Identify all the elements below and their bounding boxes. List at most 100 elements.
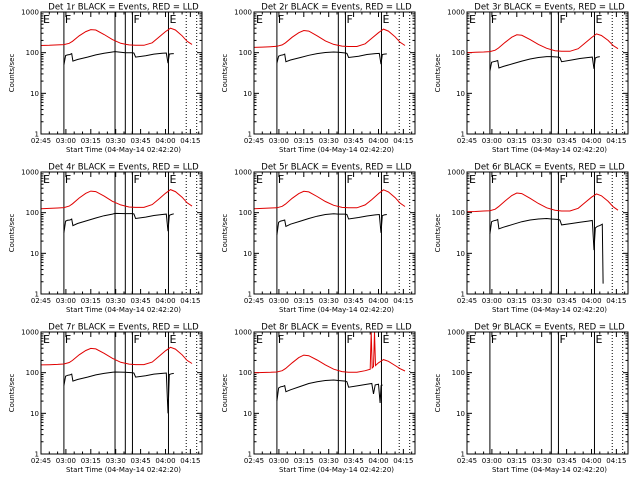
panel-title: Det 5r BLACK = Events, RED = LLD xyxy=(261,163,412,173)
panel-title: Det 2r BLACK = Events, RED = LLD xyxy=(261,3,412,13)
y-tick-label: 1 xyxy=(248,291,252,299)
interval-marker-f: F xyxy=(65,333,71,346)
x-tick-label: 02:45 xyxy=(244,457,264,465)
x-tick-label: 03:30 xyxy=(319,457,339,465)
x-tick-label: 03:00 xyxy=(269,457,289,465)
interval-marker-f: F xyxy=(559,333,565,346)
x-tick-label: 02:45 xyxy=(31,457,51,465)
plot-frame xyxy=(466,331,629,455)
x-axis-label: Start Time (04-May-14 02:42:20) xyxy=(66,306,181,314)
x-tick-label: 03:30 xyxy=(532,297,552,305)
x-axis-label: Start Time (04-May-14 02:42:20) xyxy=(492,306,607,314)
x-tick-label: 03:15 xyxy=(507,297,527,305)
y-tick-label: 1000 xyxy=(21,9,39,17)
y-tick-label: 10 xyxy=(243,250,252,258)
panel-title: Det 4r BLACK = Events, RED = LLD xyxy=(48,163,199,173)
lld-series-line xyxy=(467,33,619,54)
x-tick-label: 03:00 xyxy=(56,137,76,145)
events-series-line xyxy=(276,213,387,236)
x-tick-label: 04:15 xyxy=(393,137,413,145)
y-tick-label: 100 xyxy=(239,369,252,377)
x-tick-label: 03:45 xyxy=(343,297,363,305)
interval-marker-f: F xyxy=(491,13,497,26)
interval-marker-f: F xyxy=(65,173,71,186)
interval-marker-e: E xyxy=(256,173,263,186)
y-tick-label: 10 xyxy=(30,90,39,98)
x-tick-label: 03:00 xyxy=(482,457,502,465)
interval-marker-f: F xyxy=(559,173,565,186)
x-tick-label: 03:45 xyxy=(556,137,576,145)
lld-series-line xyxy=(254,28,406,48)
series-group xyxy=(467,33,619,72)
x-tick-label: 04:15 xyxy=(180,297,200,305)
x-tick-label: 03:15 xyxy=(507,137,527,145)
x-axis-label: Start Time (04-May-14 02:42:20) xyxy=(279,146,394,154)
y-tick-label: 10 xyxy=(456,250,465,258)
x-tick-label: 04:00 xyxy=(368,297,388,305)
y-axis-label: Counts/sec xyxy=(434,374,442,413)
interval-marker-e: E xyxy=(43,173,50,186)
x-tick-label: 04:15 xyxy=(180,137,200,145)
x-tick-label: 04:00 xyxy=(368,457,388,465)
x-tick-label: 04:00 xyxy=(368,137,388,145)
y-axis-label: Counts/sec xyxy=(434,214,442,253)
y-tick-label: 100 xyxy=(452,49,465,57)
series-group xyxy=(41,27,193,65)
detector-panel-3: Det 3r BLACK = Events, RED = LLD Counts/s… xyxy=(434,3,629,154)
x-tick-label: 03:00 xyxy=(56,297,76,305)
interval-marker-f: F xyxy=(491,173,497,186)
x-tick-label: 03:15 xyxy=(81,137,101,145)
x-tick-label: 04:00 xyxy=(155,297,175,305)
x-axis-label: Start Time (04-May-14 02:42:20) xyxy=(66,466,181,474)
x-tick-label: 03:45 xyxy=(130,457,150,465)
x-tick-label: 03:45 xyxy=(556,297,576,305)
y-tick-label: 1 xyxy=(35,131,39,139)
x-tick-label: 04:15 xyxy=(606,137,626,145)
y-tick-label: 1000 xyxy=(447,9,465,17)
x-tick-label: 03:15 xyxy=(294,297,314,305)
interval-marker-f: F xyxy=(559,13,565,26)
y-tick-label: 100 xyxy=(239,209,252,217)
x-tick-label: 03:30 xyxy=(319,137,339,145)
events-series-line xyxy=(276,379,383,404)
x-tick-label: 03:00 xyxy=(482,297,502,305)
y-tick-label: 10 xyxy=(30,250,39,258)
plot-frame xyxy=(40,331,203,455)
x-tick-label: 02:45 xyxy=(457,137,477,145)
x-tick-label: 03:30 xyxy=(532,137,552,145)
y-tick-label: 1 xyxy=(461,131,465,139)
lld-series-line xyxy=(41,189,193,210)
interval-marker-e: E xyxy=(256,13,263,26)
y-tick-label: 1000 xyxy=(447,169,465,177)
x-tick-label: 04:15 xyxy=(606,297,626,305)
detector-panel-9: Det 9r BLACK = Events, RED = LLD Counts/s… xyxy=(434,323,629,474)
y-tick-label: 1000 xyxy=(447,329,465,337)
x-tick-label: 03:45 xyxy=(130,137,150,145)
detector-panel-8: Det 8r BLACK = Events, RED = LLD Counts/s… xyxy=(221,323,416,474)
x-tick-label: 04:15 xyxy=(393,297,413,305)
series-group xyxy=(41,346,193,414)
x-tick-label: 02:45 xyxy=(244,137,264,145)
x-tick-label: 04:15 xyxy=(606,457,626,465)
interval-marker-f: F xyxy=(491,333,497,346)
y-axis-label: Counts/sec xyxy=(221,374,229,413)
interval-marker-f: F xyxy=(133,13,139,26)
interval-marker-e: E xyxy=(43,333,50,346)
plot-frame xyxy=(466,11,629,135)
lld-series-line xyxy=(41,346,193,366)
x-tick-label: 04:00 xyxy=(155,137,175,145)
x-tick-label: 03:00 xyxy=(482,137,502,145)
x-tick-label: 03:30 xyxy=(106,297,126,305)
interval-marker-e: E xyxy=(469,13,476,26)
panel-title: Det 7r BLACK = Events, RED = LLD xyxy=(48,323,199,333)
x-tick-label: 03:30 xyxy=(106,137,126,145)
x-tick-label: 02:45 xyxy=(31,137,51,145)
x-axis-label: Start Time (04-May-14 02:42:20) xyxy=(279,306,394,314)
x-tick-label: 03:45 xyxy=(343,457,363,465)
interval-marker-f: F xyxy=(346,13,352,26)
x-axis-label: Start Time (04-May-14 02:42:20) xyxy=(279,466,394,474)
x-tick-label: 03:00 xyxy=(56,457,76,465)
y-tick-label: 10 xyxy=(30,410,39,418)
plot-frame xyxy=(253,11,416,135)
